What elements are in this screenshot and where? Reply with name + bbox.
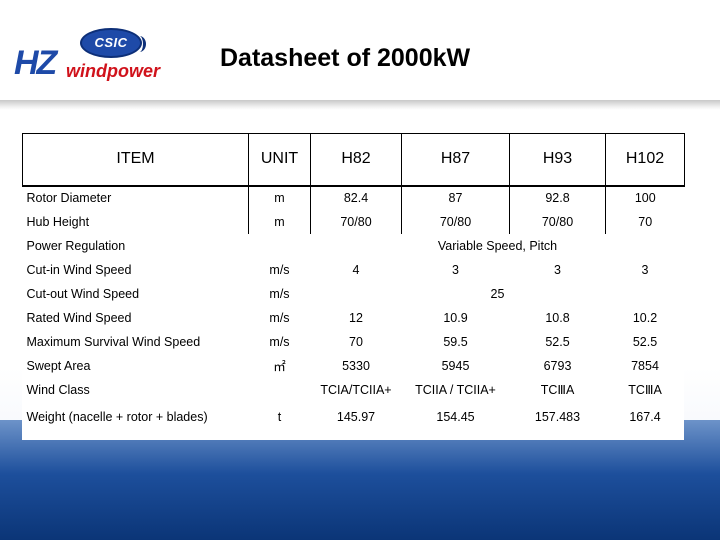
cell-h93: 6793 (543, 358, 572, 373)
cell-h82: 82.4 (310, 185, 402, 210)
cell-h87: 59.5 (443, 334, 468, 349)
cell-h82: TCIA/TCIIA+ (320, 382, 392, 397)
row-item: Cut-in Wind Speed (26, 262, 132, 277)
table-row: Swept Area ㎡ 5330 5945 6793 7854 (23, 354, 685, 378)
slide-header: CSIC HZ windpower Datasheet of 2000kW (0, 0, 720, 100)
row-item: Rated Wind Speed (26, 310, 132, 325)
cell-h82: 70 (349, 334, 363, 349)
datasheet-table-container: ITEM UNIT H82 H87 H93 H102 Rotor Diamete… (22, 133, 685, 440)
logo-windpower-text: windpower (66, 61, 160, 81)
cell-h93: 70/80 (509, 209, 606, 234)
table-row: Hub Height m 70/80 70/80 70/80 70 (23, 209, 685, 234)
row-unit (249, 378, 311, 402)
cell-h87: 10.9 (443, 310, 468, 325)
cell-h93: 3 (554, 262, 561, 277)
cell-h93: 10.8 (545, 310, 570, 325)
cell-h102: 167.4 (629, 409, 661, 424)
column-header-item: ITEM (22, 133, 249, 187)
table-row: Weight (nacelle + rotor + blades) t 145.… (23, 402, 685, 432)
row-unit: m/s (269, 286, 290, 301)
row-unit (249, 234, 311, 258)
row-unit: t (277, 409, 282, 424)
table-row: Wind Class TCIA/TCIIA+ TCIIA / TCIIA+ TC… (23, 378, 685, 402)
wave-decoration (0, 420, 720, 540)
row-item: Hub Height (26, 214, 90, 229)
table-row: Rotor Diameter m 82.4 87 92.8 100 (23, 185, 685, 210)
cell-h82: 12 (349, 310, 363, 325)
table-row: Power Regulation Variable Speed, Pitch (23, 234, 685, 258)
cell-h102: 7854 (631, 358, 659, 373)
row-item: Rotor Diameter (26, 191, 112, 205)
table-header-row: ITEM UNIT H82 H87 H93 H102 (22, 133, 685, 187)
header-divider (0, 100, 720, 110)
column-header-unit: UNIT (248, 133, 311, 187)
row-item: Weight (nacelle + rotor + blades) (26, 409, 208, 424)
table-row: Cut-in Wind Speed m/s 4 3 3 3 (23, 258, 685, 282)
row-item: Swept Area (26, 358, 91, 373)
table-row: Maximum Survival Wind Speed m/s 70 59.5 … (23, 330, 685, 354)
row-unit: ㎡ (273, 360, 286, 374)
cell-h87: TCIIA / TCIIA+ (415, 382, 496, 397)
column-header-h82: H82 (310, 133, 402, 187)
column-header-h102: H102 (605, 133, 685, 187)
cell-h87: 154.45 (436, 409, 475, 424)
logo-hz-text: HZ (14, 44, 57, 82)
row-unit: m/s (269, 310, 290, 325)
row-item: Cut-out Wind Speed (26, 286, 140, 301)
row-unit: m/s (269, 334, 290, 349)
row-item: Maximum Survival Wind Speed (26, 334, 201, 349)
csic-emblem-icon: CSIC (80, 28, 146, 58)
cell-h102: 100 (605, 185, 685, 210)
cell-h87: 5945 (441, 358, 470, 373)
cell-h102: 52.5 (632, 334, 658, 349)
merged-cell: 25 (490, 286, 505, 301)
cell-h102: TCⅢA (628, 383, 662, 397)
row-unit: m (248, 185, 311, 210)
cell-h87: 3 (452, 262, 459, 277)
cell-h82: 145.97 (336, 409, 376, 424)
table-row: Rated Wind Speed m/s 12 10.9 10.8 10.2 (23, 306, 685, 330)
merged-cell: Variable Speed, Pitch (437, 238, 558, 253)
column-header-h93: H93 (509, 133, 606, 187)
row-unit: m/s (269, 262, 290, 277)
cell-h82: 5330 (342, 358, 370, 373)
cell-h87: 70/80 (401, 209, 510, 234)
column-header-h87: H87 (401, 133, 510, 187)
row-unit: m (248, 209, 311, 234)
cell-h102: 3 (641, 262, 649, 277)
row-item: Power Regulation (26, 238, 126, 253)
cell-h93: TCⅢA (540, 383, 575, 397)
page-title: Datasheet of 2000kW (220, 44, 471, 72)
row-item: Wind Class (26, 382, 90, 397)
cell-h87: 87 (401, 185, 510, 210)
cell-h93: 157.483 (534, 409, 581, 424)
cell-h102: 10.2 (632, 310, 658, 325)
datasheet-table: ITEM UNIT H82 H87 H93 H102 Rotor Diamete… (22, 133, 685, 432)
cell-h82: 4 (352, 262, 360, 277)
table-row: Cut-out Wind Speed m/s 25 (23, 282, 685, 306)
cell-h82: 70/80 (310, 209, 402, 234)
hz-windpower-logo: CSIC HZ windpower (14, 28, 194, 82)
cell-h102: 70 (605, 209, 685, 234)
cell-h93: 52.5 (545, 334, 570, 349)
cell-h93: 92.8 (509, 185, 606, 210)
